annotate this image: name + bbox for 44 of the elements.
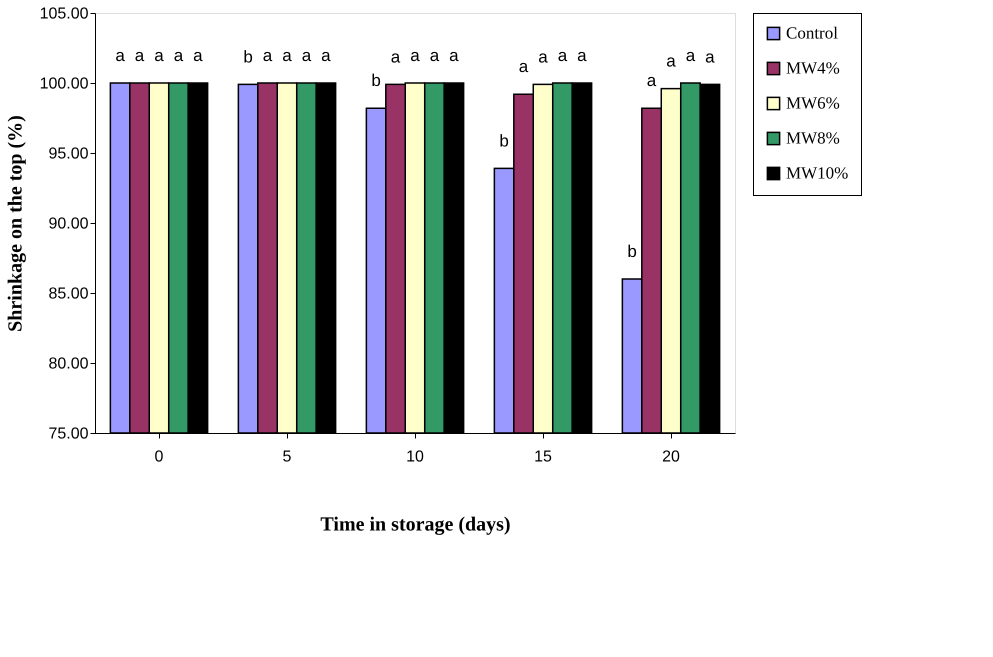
data-label: b: [499, 131, 509, 150]
data-label: a: [518, 57, 529, 76]
legend-label: MW10%: [786, 164, 848, 182]
x-axis-title: Time in storage (days): [320, 514, 511, 536]
data-label: a: [686, 46, 696, 65]
y-tick-label: 90.00: [48, 216, 89, 232]
legend-label: MW4%: [786, 58, 840, 78]
data-label: a: [390, 47, 401, 66]
y-tick-label: 105.00: [40, 6, 89, 22]
x-tick-label: 5: [282, 448, 292, 466]
data-label: a: [430, 46, 440, 65]
data-label: a: [321, 46, 332, 65]
data-label: a: [282, 46, 292, 65]
data-label: a: [302, 46, 312, 65]
x-tick-label: 20: [662, 448, 680, 466]
data-label: b: [371, 71, 381, 90]
x-tick-label: 15: [534, 448, 552, 466]
data-label: a: [646, 71, 657, 90]
y-tick-label: 95.00: [48, 146, 89, 162]
legend-label: MW6%: [786, 94, 840, 112]
data-label: a: [410, 46, 420, 65]
y-tick-label: 80.00: [48, 356, 89, 372]
data-label: b: [243, 47, 253, 66]
data-label: a: [538, 47, 548, 66]
x-tick-label: 10: [406, 448, 424, 466]
data-label: a: [193, 46, 204, 65]
y-axis-title: Shrinkage on the top (%): [4, 115, 27, 332]
data-label: a: [174, 46, 184, 65]
y-tick-label: 100.00: [40, 76, 89, 92]
data-label: a: [115, 46, 126, 65]
data-label: a: [577, 46, 588, 65]
legend-label: Control: [786, 24, 838, 42]
data-label: a: [134, 46, 145, 65]
data-label: a: [449, 46, 460, 65]
x-tick-label: 0: [154, 448, 164, 466]
y-tick-label: 75.00: [48, 426, 89, 442]
data-label: a: [705, 47, 716, 66]
data-label: a: [154, 46, 164, 65]
data-label: a: [558, 46, 568, 65]
data-label: b: [627, 242, 637, 261]
data-label: a: [666, 52, 676, 71]
data-label: a: [262, 46, 273, 65]
legend-label: MW8%: [786, 128, 840, 148]
y-tick-label: 85.00: [48, 286, 89, 302]
